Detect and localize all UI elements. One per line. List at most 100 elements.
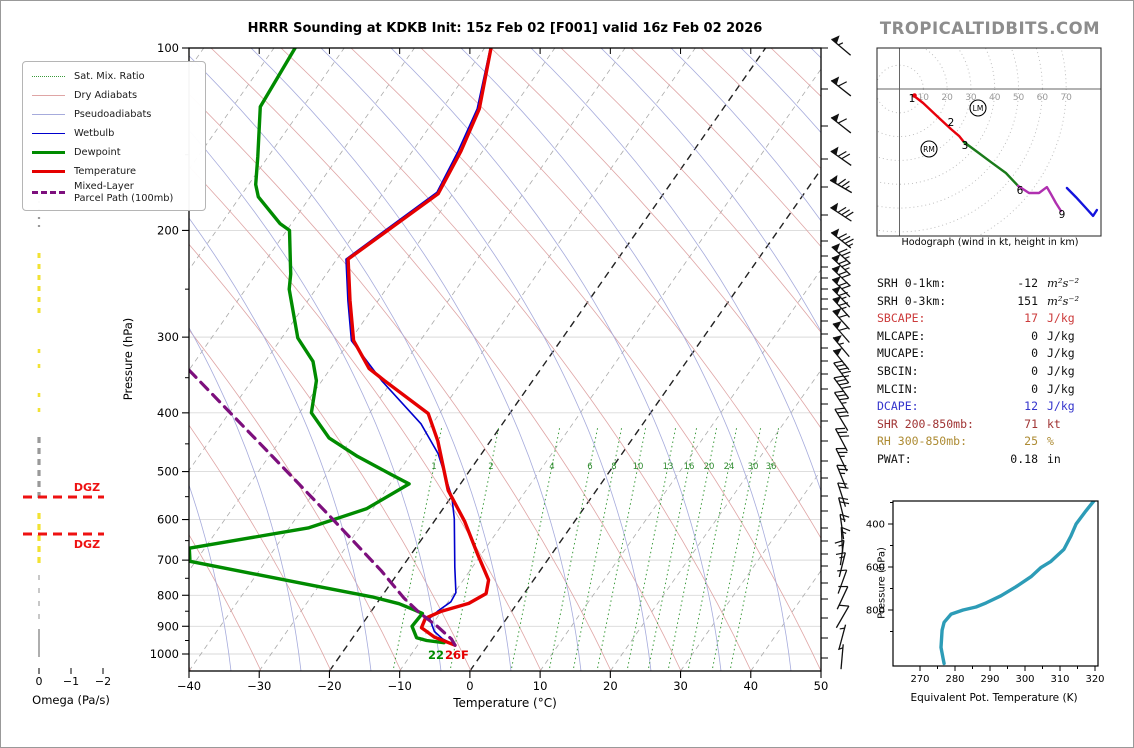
svg-text:50: 50 bbox=[814, 679, 829, 693]
index-row-dcape: DCAPE: 12 J/kg bbox=[877, 399, 1075, 414]
svg-text:500: 500 bbox=[157, 465, 179, 479]
hodograph: 10 20 30 40 50 60 70 1 23 6 9 LM RM bbox=[876, 47, 1102, 237]
svg-text:10: 10 bbox=[918, 93, 930, 103]
dgz-label-lower: DGZ bbox=[73, 538, 101, 551]
legend-item: Dewpoint bbox=[30, 143, 198, 162]
svg-text:800: 800 bbox=[157, 588, 179, 602]
svg-text:200: 200 bbox=[157, 223, 179, 237]
index-row-pwat: PWAT: 0.18 in bbox=[877, 451, 1061, 466]
svg-text:30: 30 bbox=[748, 462, 759, 472]
theta-e-curve bbox=[939, 501, 1096, 666]
svg-text:400: 400 bbox=[866, 520, 885, 531]
svg-text:1000: 1000 bbox=[150, 647, 179, 661]
sat-mix-ratio-line-sample bbox=[32, 76, 65, 77]
svg-text:20: 20 bbox=[941, 93, 953, 103]
svg-text:2: 2 bbox=[488, 462, 493, 472]
svg-text:600: 600 bbox=[157, 513, 179, 527]
svg-text:1: 1 bbox=[909, 93, 916, 105]
index-row-srh-0-3km: SRH 0-3km: 151 m²s⁻² bbox=[877, 293, 1080, 308]
svg-text:30: 30 bbox=[965, 93, 977, 103]
svg-text:320: 320 bbox=[1085, 674, 1104, 685]
svg-text:2: 2 bbox=[948, 117, 955, 129]
svg-text:100: 100 bbox=[157, 41, 179, 55]
svg-text:30: 30 bbox=[673, 679, 688, 693]
svg-text:300: 300 bbox=[157, 330, 179, 344]
dry-adiabats-line-sample bbox=[32, 95, 65, 96]
svg-text:−2: −2 bbox=[95, 675, 111, 688]
dewpoint-line-sample bbox=[32, 151, 65, 154]
legend-item: Dry Adiabats bbox=[30, 86, 198, 105]
legend: Sat. Mix. Ratio Dry Adiabats Pseudoadiab… bbox=[22, 61, 206, 211]
index-row-mlcape: MLCAPE: 0 J/kg bbox=[877, 328, 1075, 343]
skewt-curves bbox=[189, 48, 493, 647]
hodograph-trace-0-3km bbox=[912, 94, 966, 144]
indices-panel: SRH 0-1km: -12 m²s⁻² SRH 0-3km: 151 m²s⁻² SB… bbox=[877, 275, 1105, 469]
svg-text:0: 0 bbox=[36, 675, 43, 688]
skewt-frame bbox=[188, 47, 822, 672]
svg-text:10: 10 bbox=[633, 462, 644, 472]
page-title: HRRR Sounding at KDKB Init: 15z Feb 02 [… bbox=[247, 21, 763, 36]
wetbulb-line-sample bbox=[32, 133, 65, 134]
index-row-rh: RH 300-850mb: 25% bbox=[877, 434, 1054, 449]
index-row-mlcin: MLCIN: 0 J/kg bbox=[877, 381, 1075, 396]
theta-e-panel: 270 280 290 300 310 320 400 600 800 bbox=[866, 500, 1105, 685]
svg-text:700: 700 bbox=[157, 553, 179, 567]
omega-profile: 0 −1 −2 bbox=[23, 193, 111, 688]
dgz-label-upper: DGZ bbox=[73, 481, 101, 494]
svg-text:20: 20 bbox=[704, 462, 715, 472]
svg-text:6: 6 bbox=[1017, 185, 1024, 197]
legend-item: Temperature bbox=[30, 162, 198, 181]
hodograph-trace-9+km bbox=[1065, 186, 1099, 218]
legend-item: Mixed-Layer Parcel Path (100mb) bbox=[30, 181, 198, 205]
index-row-srh-0-1km: SRH 0-1km: -12 m²s⁻² bbox=[877, 276, 1080, 290]
index-row-mucape: MUCAPE: 0 J/kg bbox=[877, 346, 1075, 361]
legend-item: Wetbulb bbox=[30, 124, 198, 143]
surface-dewpoint-label: 22 bbox=[428, 648, 445, 662]
svg-text:280: 280 bbox=[945, 674, 964, 685]
svg-text:4: 4 bbox=[549, 462, 554, 472]
site-watermark: TROPICALTIDBITS.COM bbox=[879, 19, 1101, 38]
svg-text:400: 400 bbox=[157, 406, 179, 420]
svg-text:900: 900 bbox=[157, 619, 179, 633]
svg-text:60: 60 bbox=[1037, 93, 1049, 103]
dewpoint-curve bbox=[189, 48, 446, 645]
svg-text:800: 800 bbox=[866, 606, 885, 617]
legend-item: Sat. Mix. Ratio bbox=[30, 67, 198, 86]
svg-text:3: 3 bbox=[962, 140, 969, 152]
svg-text:10: 10 bbox=[533, 679, 548, 693]
svg-text:−40: −40 bbox=[177, 679, 201, 693]
svg-text:0: 0 bbox=[466, 679, 473, 693]
svg-text:310: 310 bbox=[1050, 674, 1069, 685]
svg-text:9: 9 bbox=[1059, 209, 1066, 221]
svg-text:−1: −1 bbox=[63, 675, 79, 688]
omega-axis-label: Omega (Pa/s) bbox=[32, 693, 110, 707]
parcel-path-line-sample bbox=[32, 191, 65, 195]
svg-text:300: 300 bbox=[1015, 674, 1034, 685]
svg-text:70: 70 bbox=[1060, 93, 1072, 103]
svg-text:20: 20 bbox=[603, 679, 618, 693]
svg-text:6: 6 bbox=[587, 462, 592, 472]
surface-temperature-label: 26F bbox=[445, 648, 469, 662]
legend-item: Pseudoadiabats bbox=[30, 105, 198, 124]
svg-text:600: 600 bbox=[866, 563, 885, 574]
svg-text:16: 16 bbox=[684, 462, 695, 472]
thetae-pressure-axis-label: Pressure (hPa) bbox=[876, 547, 888, 619]
svg-text:RM: RM bbox=[923, 145, 935, 154]
index-row-sbcape: SBCAPE: 17 J/kg bbox=[877, 311, 1075, 326]
temperature-curve bbox=[346, 48, 493, 647]
hodograph-trace-6-9km bbox=[1016, 184, 1063, 213]
svg-text:8: 8 bbox=[611, 462, 616, 472]
index-row-sbcin: SBCIN: 0 J/kg bbox=[877, 363, 1075, 378]
temperature-axis-label: Temperature (°C) bbox=[453, 696, 557, 710]
pseudoadiabats-line-sample bbox=[32, 114, 65, 115]
svg-text:24: 24 bbox=[724, 462, 735, 472]
mixed-layer-parcel-path-100mb--curve bbox=[189, 368, 457, 647]
thetae-axis-label: Equivalent Pot. Temperature (K) bbox=[910, 692, 1078, 704]
svg-text:−20: −20 bbox=[317, 679, 341, 693]
svg-text:270: 270 bbox=[910, 674, 929, 685]
hodograph-caption: Hodograph (wind in kt, height in km) bbox=[901, 237, 1079, 248]
temperature-line-sample bbox=[32, 170, 65, 173]
